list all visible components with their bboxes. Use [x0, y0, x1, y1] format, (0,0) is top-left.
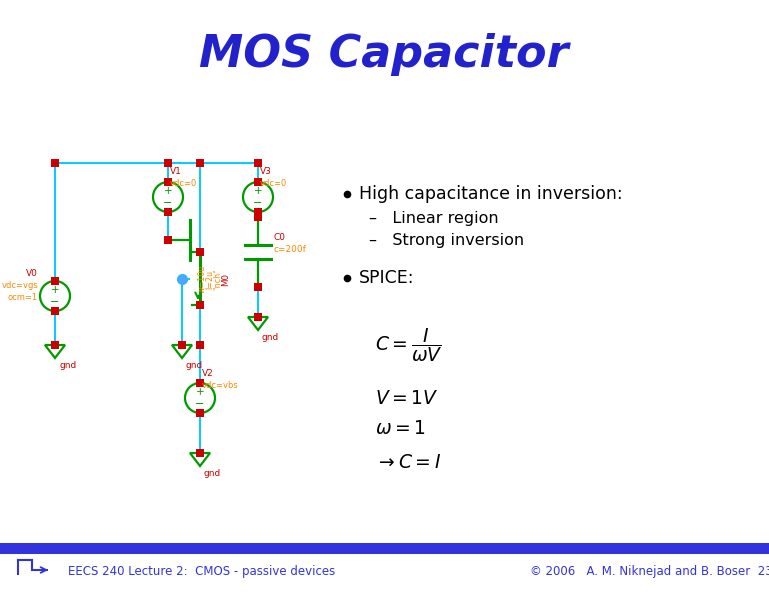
Text: –   Strong inversion: – Strong inversion [369, 232, 524, 248]
Text: vdc=vgs: vdc=vgs [2, 282, 38, 291]
Text: $C = \dfrac{I}{\omega V}$: $C = \dfrac{I}{\omega V}$ [375, 326, 443, 364]
Text: V0: V0 [26, 269, 38, 278]
Text: −: − [163, 198, 173, 208]
Text: +: + [164, 186, 172, 196]
Text: +: + [195, 387, 205, 397]
Text: −: − [195, 399, 205, 410]
Text: vdc=vbs: vdc=vbs [202, 381, 238, 390]
Text: l=2u: l=2u [205, 269, 215, 288]
Text: C0: C0 [274, 232, 286, 242]
Text: SPICE:: SPICE: [359, 269, 414, 287]
Text: High capacitance in inversion:: High capacitance in inversion: [359, 185, 623, 203]
Text: gnd: gnd [186, 361, 203, 370]
Text: gnd: gnd [59, 361, 76, 370]
Text: +: + [254, 186, 262, 196]
Text: −: − [253, 198, 263, 208]
Text: M0: M0 [221, 272, 231, 285]
Text: +: + [51, 285, 59, 296]
Bar [0, 543, 769, 554]
Text: V2: V2 [202, 370, 214, 378]
Text: vdc=0: vdc=0 [260, 179, 288, 187]
Text: © 2006   A. M. Niknejad and B. Boser  23: © 2006 A. M. Niknejad and B. Boser 23 [530, 565, 769, 578]
Text: $\rightarrow C = I$: $\rightarrow C = I$ [375, 453, 441, 472]
Text: −: − [50, 297, 60, 307]
Text: vdc=0: vdc=0 [170, 179, 198, 187]
Text: $V = 1V$: $V = 1V$ [375, 389, 438, 408]
Text: gnd: gnd [204, 469, 221, 478]
Text: MOS Capacitor: MOS Capacitor [199, 33, 569, 76]
Text: c=200f: c=200f [274, 245, 307, 254]
Text: V1: V1 [170, 167, 182, 176]
Text: EECS 240 Lecture 2:  CMOS - passive devices: EECS 240 Lecture 2: CMOS - passive devic… [68, 565, 335, 578]
Text: V3: V3 [260, 167, 272, 176]
Text: –   Linear region: – Linear region [369, 211, 498, 226]
Text: "nch": "nch" [214, 268, 222, 290]
Text: ocm=1: ocm=1 [8, 294, 38, 303]
Text: $\omega = 1$: $\omega = 1$ [375, 418, 426, 438]
Text: w=10u: w=10u [198, 265, 207, 293]
Text: gnd: gnd [262, 333, 279, 342]
